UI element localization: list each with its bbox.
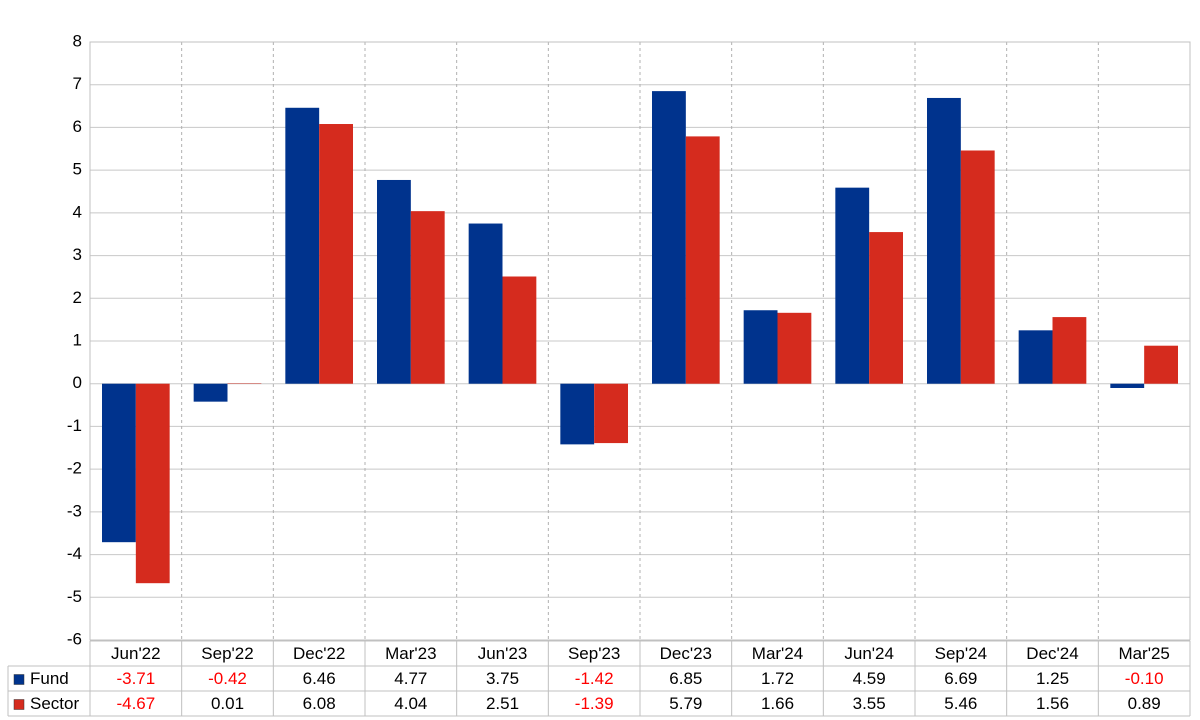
y-tick-label: 7	[73, 74, 82, 93]
x-tick-label: Sep'23	[568, 644, 620, 663]
x-tick-label: Dec'22	[293, 644, 345, 663]
bar	[193, 383, 228, 402]
x-tick-label: Jun'24	[844, 644, 894, 663]
data-label: -1.42	[575, 669, 614, 688]
data-label: 6.08	[303, 694, 336, 713]
bar	[560, 383, 595, 445]
data-label: -0.10	[1125, 669, 1164, 688]
legend-label: Fund	[30, 669, 69, 688]
data-label: -3.71	[116, 669, 155, 688]
bar	[135, 383, 170, 584]
y-tick-label: -4	[67, 544, 82, 563]
bar	[377, 179, 411, 384]
data-label: 1.72	[761, 669, 794, 688]
data-label: 6.69	[944, 669, 977, 688]
bar	[927, 97, 961, 384]
bar	[685, 136, 720, 384]
y-tick-label: -3	[67, 501, 82, 520]
y-tick-label: 2	[73, 288, 82, 307]
bar	[1018, 330, 1053, 384]
data-label: 4.59	[853, 669, 886, 688]
y-tick-label: -1	[67, 416, 82, 435]
x-tick-label: Jun'22	[111, 644, 161, 663]
x-tick-label: Sep'24	[935, 644, 987, 663]
data-label: 3.55	[853, 694, 886, 713]
y-tick-label: 0	[73, 373, 82, 392]
data-label: -4.67	[116, 694, 155, 713]
x-tick-label: Mar'25	[1118, 644, 1169, 663]
bar	[594, 383, 628, 444]
data-label: 0.01	[211, 694, 244, 713]
bar	[410, 211, 445, 384]
y-tick-label: 5	[73, 160, 82, 179]
legend-swatch	[13, 699, 25, 710]
data-label: 6.46	[303, 669, 336, 688]
legend-swatch	[13, 674, 25, 685]
bar	[777, 312, 812, 384]
data-label: 1.66	[761, 694, 794, 713]
data-label: -0.42	[208, 669, 247, 688]
data-label: 3.75	[486, 669, 519, 688]
bar	[468, 223, 503, 384]
x-tick-label: Dec'23	[660, 644, 712, 663]
bar	[1052, 317, 1087, 384]
y-tick-label: -5	[67, 587, 82, 606]
y-tick-label: 4	[73, 202, 82, 221]
y-tick-label: -2	[67, 459, 82, 478]
data-label: 2.51	[486, 694, 519, 713]
data-label: 5.46	[944, 694, 977, 713]
bar	[869, 232, 903, 384]
data-label: 6.85	[669, 669, 702, 688]
y-tick-label: -6	[67, 629, 82, 648]
bar	[1144, 345, 1178, 384]
y-tick-label: 3	[73, 245, 82, 264]
y-tick-label: 8	[73, 31, 82, 50]
bar	[502, 276, 537, 384]
bar	[835, 187, 870, 384]
data-label: -1.39	[575, 694, 614, 713]
x-tick-label: Jun'23	[478, 644, 528, 663]
x-tick-label: Mar'24	[752, 644, 803, 663]
legend-label: Sector	[30, 694, 79, 713]
x-tick-label: Mar'23	[385, 644, 436, 663]
bar	[960, 150, 995, 384]
data-label: 0.89	[1128, 694, 1161, 713]
bar	[102, 383, 136, 543]
x-tick-label: Sep'22	[201, 644, 253, 663]
plot-border	[89, 41, 1191, 641]
data-label: 1.56	[1036, 694, 1069, 713]
y-tick-label: 6	[73, 117, 82, 136]
y-tick-label: 1	[73, 330, 82, 349]
bar	[743, 310, 778, 384]
bar	[1110, 383, 1145, 388]
bar	[319, 124, 353, 384]
data-label: 4.77	[394, 669, 427, 688]
data-label: 1.25	[1036, 669, 1069, 688]
x-tick-label: Dec'24	[1026, 644, 1078, 663]
data-label: 5.79	[669, 694, 702, 713]
data-label: 4.04	[394, 694, 427, 713]
bar	[285, 107, 320, 384]
bar	[652, 91, 686, 384]
